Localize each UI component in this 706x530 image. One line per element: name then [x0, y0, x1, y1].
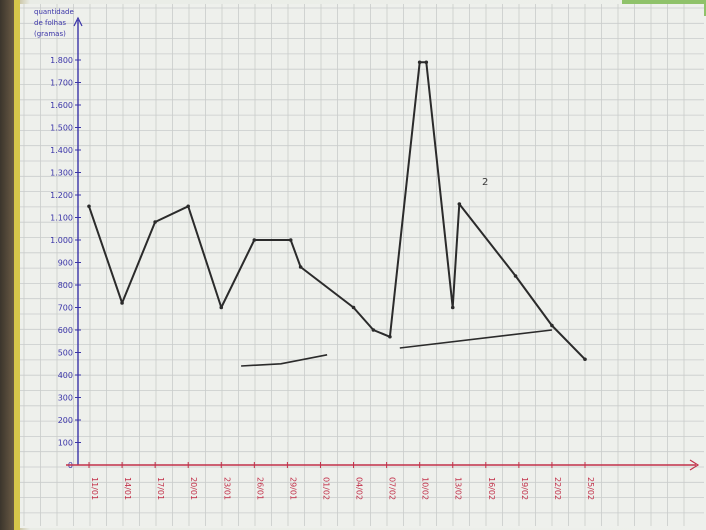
data-point	[513, 274, 518, 278]
data-point	[371, 328, 376, 332]
data-point	[298, 265, 303, 269]
data-point	[388, 334, 392, 339]
annotation-label: 2	[482, 177, 488, 188]
data-point	[450, 305, 455, 310]
y-tick-label: 1.500	[50, 124, 73, 133]
y-tick-label: 1.000	[50, 236, 73, 245]
x-tick-label: 22/02	[553, 477, 562, 500]
graph-paper	[14, 4, 704, 528]
y-tick-label: 900	[58, 259, 73, 268]
y-tick-label: 1.300	[50, 169, 73, 178]
x-tick-label: 13/02	[454, 477, 463, 500]
x-tick-label: 07/02	[388, 477, 397, 500]
series-line	[399, 329, 552, 349]
x-tick-label: 11/01	[90, 477, 99, 500]
data-point	[252, 238, 257, 242]
x-tick-label: 17/01	[156, 477, 165, 500]
data-point	[87, 204, 91, 209]
series-lines	[87, 60, 587, 367]
x-tick-label: 19/02	[520, 477, 529, 500]
x-tick-label: 10/02	[421, 477, 430, 500]
data-point	[550, 323, 554, 328]
x-tick-label: 04/02	[355, 477, 364, 500]
y-axis: 01002003004005006007008009001.0001.1001.…	[50, 16, 83, 470]
y-tick-label: 300	[58, 394, 73, 403]
y-tick-label: 600	[58, 326, 73, 335]
x-tick-label: 01/02	[321, 477, 330, 500]
y-tick-label: 1.200	[50, 191, 73, 200]
y-tick-label: 1.800	[50, 56, 73, 65]
data-point	[457, 202, 462, 206]
x-tick-label: 29/01	[288, 477, 297, 500]
series-line	[88, 61, 586, 360]
data-point	[417, 60, 422, 65]
data-point	[583, 357, 587, 362]
grid	[20, 4, 704, 526]
y-axis-arrow	[73, 16, 83, 27]
y-tick-label: 700	[58, 304, 73, 313]
ylabel-line-1: quantidade	[34, 8, 74, 16]
labels: quantidade de folhas (gramas) 2	[34, 8, 488, 188]
x-tick-label: 23/01	[222, 477, 231, 500]
ylabel-line-2: de folhas	[34, 19, 66, 27]
data-point	[120, 301, 124, 305]
y-tick-label: 400	[58, 371, 73, 380]
y-tick-label: 100	[58, 439, 73, 448]
paper-edge	[14, 0, 20, 530]
y-tick-label: 1.600	[50, 101, 73, 110]
ylabel-line-3: (gramas)	[34, 30, 66, 38]
x-axis-arrow	[689, 459, 700, 471]
data-point	[351, 305, 356, 310]
x-tick-label: 14/01	[123, 477, 132, 500]
data-point	[424, 60, 429, 65]
data-point	[288, 238, 293, 242]
series-line	[241, 354, 328, 367]
x-tick-label: 16/02	[487, 477, 496, 500]
data-point	[186, 204, 190, 209]
x-tick-label: 26/01	[255, 477, 264, 500]
data-point	[219, 305, 224, 310]
x-axis: 11/01 14/01 17/01 20/01 23/01 26/01 29/01 01/02…	[66, 459, 700, 500]
y-tick-label: 500	[58, 349, 73, 358]
y-tick-label: 1.700	[50, 79, 73, 88]
x-tick-label: 20/01	[189, 477, 198, 500]
data-point	[153, 220, 157, 224]
y-tick-label: 800	[58, 281, 73, 290]
y-tick-label: 1.400	[50, 146, 73, 155]
x-tick-label: 25/02	[586, 477, 595, 500]
y-tick-label: 1.100	[50, 214, 73, 223]
y-tick-label: 200	[58, 416, 73, 425]
